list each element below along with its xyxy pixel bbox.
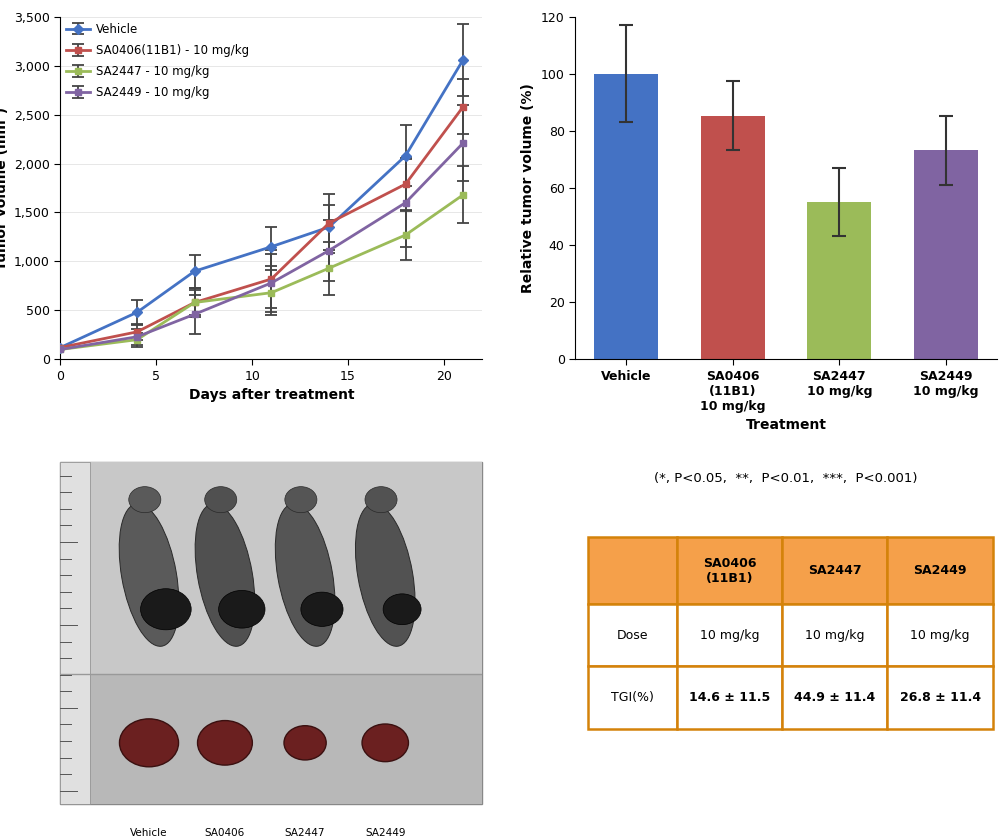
Bar <box>913 150 978 360</box>
Text: SA0406
(11B1): SA0406 (11B1) <box>703 557 756 585</box>
Bar <box>594 74 659 360</box>
Text: SA2449
10 mg/kg: SA2449 10 mg/kg <box>361 829 410 838</box>
Bar <box>60 675 482 804</box>
Bar <box>60 462 482 675</box>
Circle shape <box>197 721 253 765</box>
Text: Vehicle: Vehicle <box>130 829 168 838</box>
Circle shape <box>363 724 409 762</box>
Bar <box>677 537 782 604</box>
Bar <box>588 604 677 666</box>
Bar <box>588 666 677 729</box>
Text: SA2447
10 mg/kg: SA2447 10 mg/kg <box>280 829 329 838</box>
Circle shape <box>365 487 397 513</box>
Circle shape <box>383 594 421 624</box>
Text: 14.6 ± 11.5: 14.6 ± 11.5 <box>689 691 770 704</box>
Text: SA2447: SA2447 <box>808 565 862 577</box>
Ellipse shape <box>119 504 179 646</box>
Text: SA0406
(11B1)
10 mg/kg: SA0406 (11B1) 10 mg/kg <box>200 829 250 838</box>
Text: 10 mg/kg: 10 mg/kg <box>910 628 970 642</box>
Text: SA2449: SA2449 <box>913 565 967 577</box>
Bar <box>588 537 677 604</box>
Ellipse shape <box>195 504 255 646</box>
Text: 26.8 ± 11.4: 26.8 ± 11.4 <box>899 691 981 704</box>
Text: TGI(%): TGI(%) <box>611 691 654 704</box>
Bar <box>782 604 887 666</box>
Text: 10 mg/kg: 10 mg/kg <box>805 628 865 642</box>
Circle shape <box>141 589 191 630</box>
Legend: Vehicle, SA0406(11B1) - 10 mg/kg, SA2447 - 10 mg/kg, SA2449 - 10 mg/kg: Vehicle, SA0406(11B1) - 10 mg/kg, SA2447… <box>66 23 249 100</box>
Bar <box>60 462 90 804</box>
Y-axis label: Relative tumor volume (%): Relative tumor volume (%) <box>522 83 536 293</box>
Bar <box>887 666 993 729</box>
Circle shape <box>129 487 161 513</box>
Ellipse shape <box>275 504 335 646</box>
Bar <box>677 604 782 666</box>
X-axis label: Days after treatment: Days after treatment <box>188 388 354 402</box>
Bar <box>887 604 993 666</box>
Bar <box>782 537 887 604</box>
Circle shape <box>301 592 343 626</box>
Text: (*, P<0.05,  **,  P<0.01,  ***,  P<0.001): (*, P<0.05, **, P<0.01, ***, P<0.001) <box>655 473 917 485</box>
Text: 10 mg/kg: 10 mg/kg <box>700 628 759 642</box>
Bar <box>808 202 871 360</box>
Circle shape <box>284 726 326 760</box>
X-axis label: Treatment: Treatment <box>745 418 827 432</box>
Text: Dose: Dose <box>616 628 649 642</box>
Bar <box>782 666 887 729</box>
Bar <box>887 537 993 604</box>
Ellipse shape <box>355 504 415 646</box>
Bar <box>701 116 764 360</box>
Bar <box>677 666 782 729</box>
Circle shape <box>219 591 265 628</box>
Circle shape <box>285 487 317 513</box>
Text: 44.9 ± 11.4: 44.9 ± 11.4 <box>795 691 875 704</box>
Y-axis label: Tumor volume (mm³): Tumor volume (mm³) <box>0 106 9 270</box>
Circle shape <box>120 719 178 767</box>
Circle shape <box>204 487 237 513</box>
